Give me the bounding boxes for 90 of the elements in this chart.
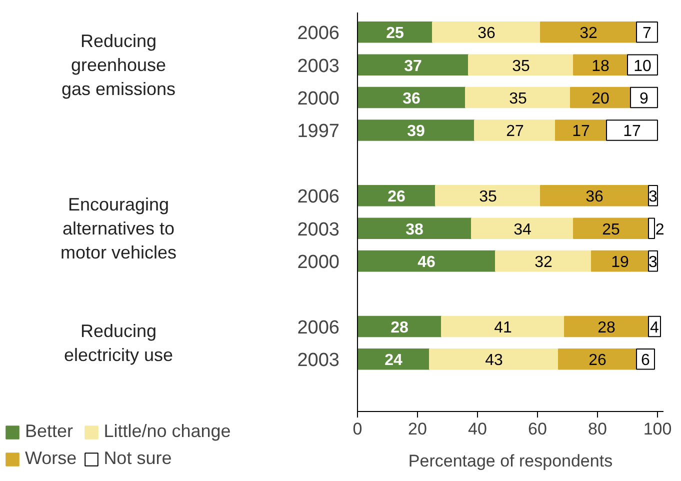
bar (441, 316, 565, 338)
bar (636, 21, 658, 43)
bar (555, 120, 607, 141)
bar (358, 316, 442, 338)
data-label: 4 (650, 319, 660, 336)
data-label: 25 (386, 25, 404, 42)
data-label: 25 (602, 221, 620, 238)
data-label: 46 (418, 254, 436, 272)
bar (358, 218, 472, 239)
data-label: 38 (406, 221, 424, 238)
data-label: 9 (640, 90, 649, 108)
data-label: 17 (572, 123, 590, 140)
data-label: 27 (506, 123, 524, 140)
data-label: 32 (534, 254, 552, 272)
data-label: 26 (588, 352, 606, 370)
bar (358, 54, 469, 76)
bar (468, 54, 574, 76)
data-label: 28 (598, 319, 616, 336)
data-label: 7 (642, 25, 652, 42)
x-tick-label: 80 (588, 420, 607, 438)
data-label: 32 (580, 25, 598, 42)
data-label: 2 (655, 221, 664, 238)
text: Reducing greenhouse gas emissions (61, 30, 176, 99)
y-tick-label: 2006 (297, 317, 340, 338)
bar (471, 218, 574, 239)
bar (435, 185, 541, 206)
bar (358, 250, 496, 272)
bar (495, 250, 592, 272)
data-label: 20 (592, 90, 610, 108)
data-label: 3 (648, 254, 658, 272)
data-label: 17 (623, 123, 641, 140)
data-label: 10 (634, 58, 652, 75)
y-tick-label: 1997 (297, 121, 340, 142)
x-tick-label: 40 (468, 420, 487, 438)
bar (570, 86, 631, 108)
data-label: 36 (478, 25, 496, 42)
bar (432, 21, 541, 43)
text: Encouraging alternatives to motor vehicles (60, 194, 177, 262)
bar (358, 120, 475, 141)
bar (591, 250, 649, 272)
y-tick-label: 2003 (297, 219, 340, 240)
legend-label: Little/no change (104, 421, 231, 442)
bar (630, 86, 658, 108)
bar (358, 185, 436, 206)
data-label: 39 (407, 123, 425, 140)
y-tick-label: 2006 (297, 186, 340, 208)
data-label: 36 (586, 188, 604, 206)
data-label: 3 (648, 188, 658, 206)
bar (606, 120, 658, 141)
text: Reducing electricity use (64, 320, 174, 365)
legend-label: Better (25, 421, 74, 442)
bar (573, 54, 628, 76)
bar (429, 348, 559, 370)
y-tick-label: 2000 (297, 88, 340, 110)
x-axis-title: Percentage of respondents (408, 452, 613, 470)
y-tick-label: 2000 (297, 252, 340, 274)
data-label: 43 (485, 352, 503, 370)
data-label: 41 (494, 319, 512, 336)
bar (648, 218, 655, 239)
data-label: 24 (384, 352, 402, 370)
y-tick-label: 2006 (297, 23, 340, 44)
bar (358, 21, 433, 43)
data-label: 28 (390, 319, 408, 336)
bar (573, 218, 649, 239)
y-tick-label: 2003 (297, 350, 340, 372)
x-tick-label: 0 (352, 420, 362, 438)
data-label: 35 (509, 90, 527, 108)
data-label: 35 (512, 58, 530, 75)
legend-label: Worse (25, 448, 77, 469)
x-tick-label: 20 (408, 420, 427, 438)
x-tick-label: 100 (643, 420, 672, 438)
bar (465, 86, 571, 108)
bar (358, 86, 466, 108)
bar (540, 21, 637, 43)
data-label: 34 (514, 221, 532, 238)
bar (540, 185, 649, 206)
data-label: 37 (404, 58, 422, 75)
data-label: 19 (611, 254, 629, 272)
y-tick-label: 2003 (297, 56, 340, 77)
bar (564, 316, 649, 338)
data-label: 26 (388, 188, 406, 206)
data-label: 18 (592, 58, 610, 75)
data-label: 6 (641, 352, 650, 370)
data-label: 36 (402, 90, 420, 108)
data-label: 35 (479, 188, 497, 206)
bar (558, 348, 637, 370)
bar (474, 120, 556, 141)
bar (358, 348, 430, 370)
x-tick-label: 60 (528, 420, 547, 438)
legend-label: Not sure (104, 448, 172, 469)
